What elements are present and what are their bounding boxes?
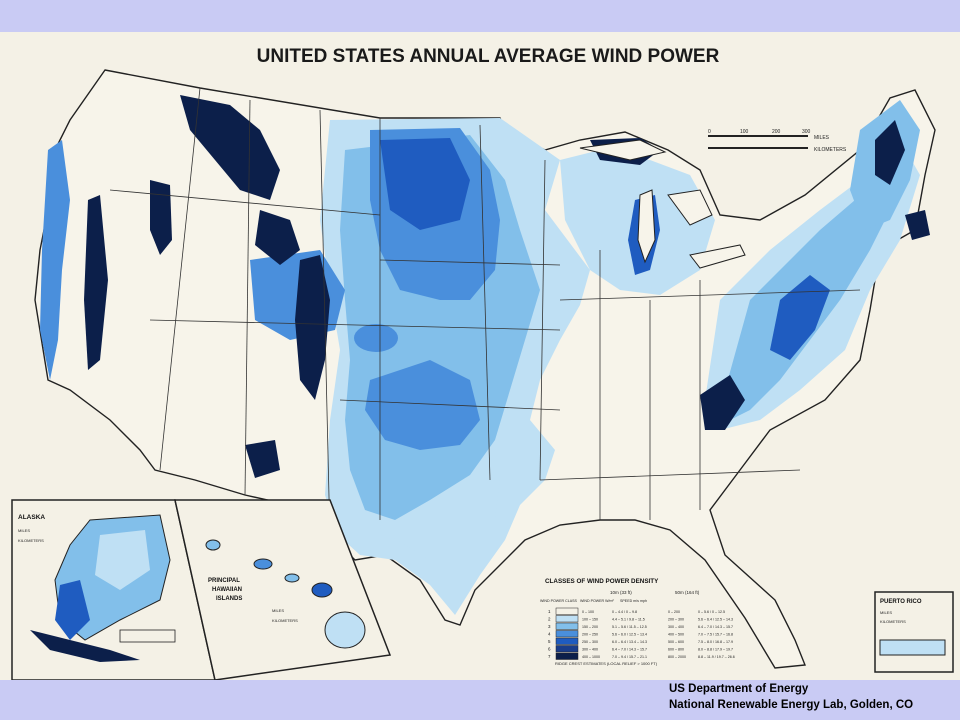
legend-value: 250 – 300 [582,640,598,644]
legend: CLASSES OF WIND POWER DENSITY 10m (33 ft… [540,578,735,666]
legend-value: 0 – 100 [582,610,594,614]
hawaii-inset: PRINCIPAL HAWAIIAN ISLANDS MILES KILOMET… [174,499,392,681]
legend-col-class: WIND POWER CLASS [540,599,578,603]
zone-class5-dakota [380,138,470,230]
legend-value: 100 – 150 [582,618,598,622]
legend-value: 800 – 2000 [668,655,686,659]
hawaii-scale-mi: MILES [272,608,284,613]
legend-value: 0 – 4.4 / 0 – 9.8 [612,610,637,614]
legend-class-label: 6 [548,647,551,652]
scale-tick: 100 [740,129,749,135]
bottom-band [0,680,960,720]
legend-value: 400 – 1000 [582,655,600,659]
legend-swatch [555,607,579,615]
source-credit: US Department of Energy National Renewab… [669,681,954,713]
legend-value: 150 – 200 [582,625,598,629]
legend-swatch [555,630,579,638]
legend-swatch [555,637,579,645]
legend-title: CLASSES OF WIND POWER DENSITY [545,578,659,585]
scale-tick: 300 [802,129,811,135]
map-title: UNITED STATES ANNUAL AVERAGE WIND POWER [257,46,720,67]
hawaii-scale-km: KILOMETERS [272,618,298,623]
legend-value: 300 – 400 [582,648,598,652]
legend-class-label: 1 [548,609,551,614]
great-lakes [579,139,746,269]
hawaii-title-2: HAWAIIAN [212,587,242,593]
puerto-rico-inset: PUERTO RICO MILES KILOMETERS [874,591,954,673]
main-scale-bar: 0 100 200 300 MILES KILOMETERS [708,129,847,153]
legend-value: 0 – 200 [668,610,680,614]
legend-swatch [555,622,579,630]
legend-value: 600 – 800 [668,648,684,652]
pr-title: PUERTO RICO [880,599,922,605]
legend-value: 6.0 – 6.4 / 13.4 – 14.3 [612,640,647,644]
legend-value: 6.4 – 7.0 / 14.3 – 15.7 [698,625,733,629]
legend-value: 5.6 – 6.0 / 12.5 – 13.4 [612,633,647,637]
hawaii-title-3: ISLANDS [216,596,242,602]
scale-tick: 0 [708,129,711,135]
legend-value: 7.0 – 7.5 / 15.7 – 16.8 [698,633,733,637]
legend-col-speed: SPEED m/s mph [620,599,647,603]
legend-col-power: WIND POWER W/m² [580,599,615,603]
zone-west-coast-strip [40,140,70,380]
legend-swatch [555,645,579,653]
top-band [0,0,960,32]
legend-value: 8.8 – 11.9 / 19.7 – 26.6 [698,655,735,659]
legend-header-10m: 10m (33 ft) [610,590,632,595]
scale-km-label: KILOMETERS [814,147,847,153]
legend-value: 300 – 400 [668,625,684,629]
legend-value: 400 – 500 [668,633,684,637]
legend-value: 6.4 – 7.0 / 14.3 – 15.7 [612,648,647,652]
legend-header-50m: 50m (164 ft) [675,590,700,595]
pr-scale-km: KILOMETERS [880,619,906,624]
legend-value: 200 – 250 [582,633,598,637]
legend-class-label: 7 [548,654,551,659]
alaska-inset: ALASKA MILES KILOMETERS [11,499,216,681]
legend-value: 8.0 – 8.8 / 17.9 – 19.7 [698,648,733,652]
legend-class-label: 2 [548,617,551,622]
zone-class4-kansas [354,324,398,352]
credit-line-1: US Department of Energy [669,683,809,695]
legend-swatch [555,615,579,623]
scale-miles-label: MILES [814,135,830,141]
legend-value: 500 – 600 [668,640,684,644]
state-boundaries [109,87,861,541]
pr-scale-mi: MILES [880,610,892,615]
alaska-scale-mi: MILES [18,528,30,533]
alaska-title: ALASKA [18,514,45,521]
scale-tick: 200 [772,129,781,135]
zone-class5-blueridge [770,275,830,360]
legend-swatch [555,652,579,660]
credit-line-2: National Renewable Energy Lab, Golden, C… [669,699,914,711]
legend-value: 7.5 – 8.0 / 16.8 – 17.9 [698,640,733,644]
legend-rows: 1 0 – 100 0 – 4.4 / 0 – 9.8 0 – 200 0 – 5.6 … [548,607,735,660]
legend-value: 0 – 5.6 / 0 – 12.5 [698,610,725,614]
alaska-scale-km: KILOMETERS [18,538,44,543]
legend-value: 5.6 – 6.4 / 12.5 – 14.3 [698,618,733,622]
zone-class4-southernplains [365,360,480,450]
legend-value: 7.0 – 9.4 / 15.7 – 21.1 [612,655,647,659]
legend-class-label: 5 [548,639,551,644]
legend-value: 4.4 – 5.1 / 9.8 – 11.5 [612,618,645,622]
legend-value: 5.1 – 5.6 / 11.5 – 12.5 [612,625,647,629]
legend-class-label: 4 [548,632,551,637]
legend-value: 200 – 300 [668,618,684,622]
legend-class-label: 3 [548,624,551,629]
hawaii-title-1: PRINCIPAL [208,578,240,584]
legend-footnote: RIDGE CREST ESTIMATES (LOCAL RELIEF > 10… [555,661,658,666]
